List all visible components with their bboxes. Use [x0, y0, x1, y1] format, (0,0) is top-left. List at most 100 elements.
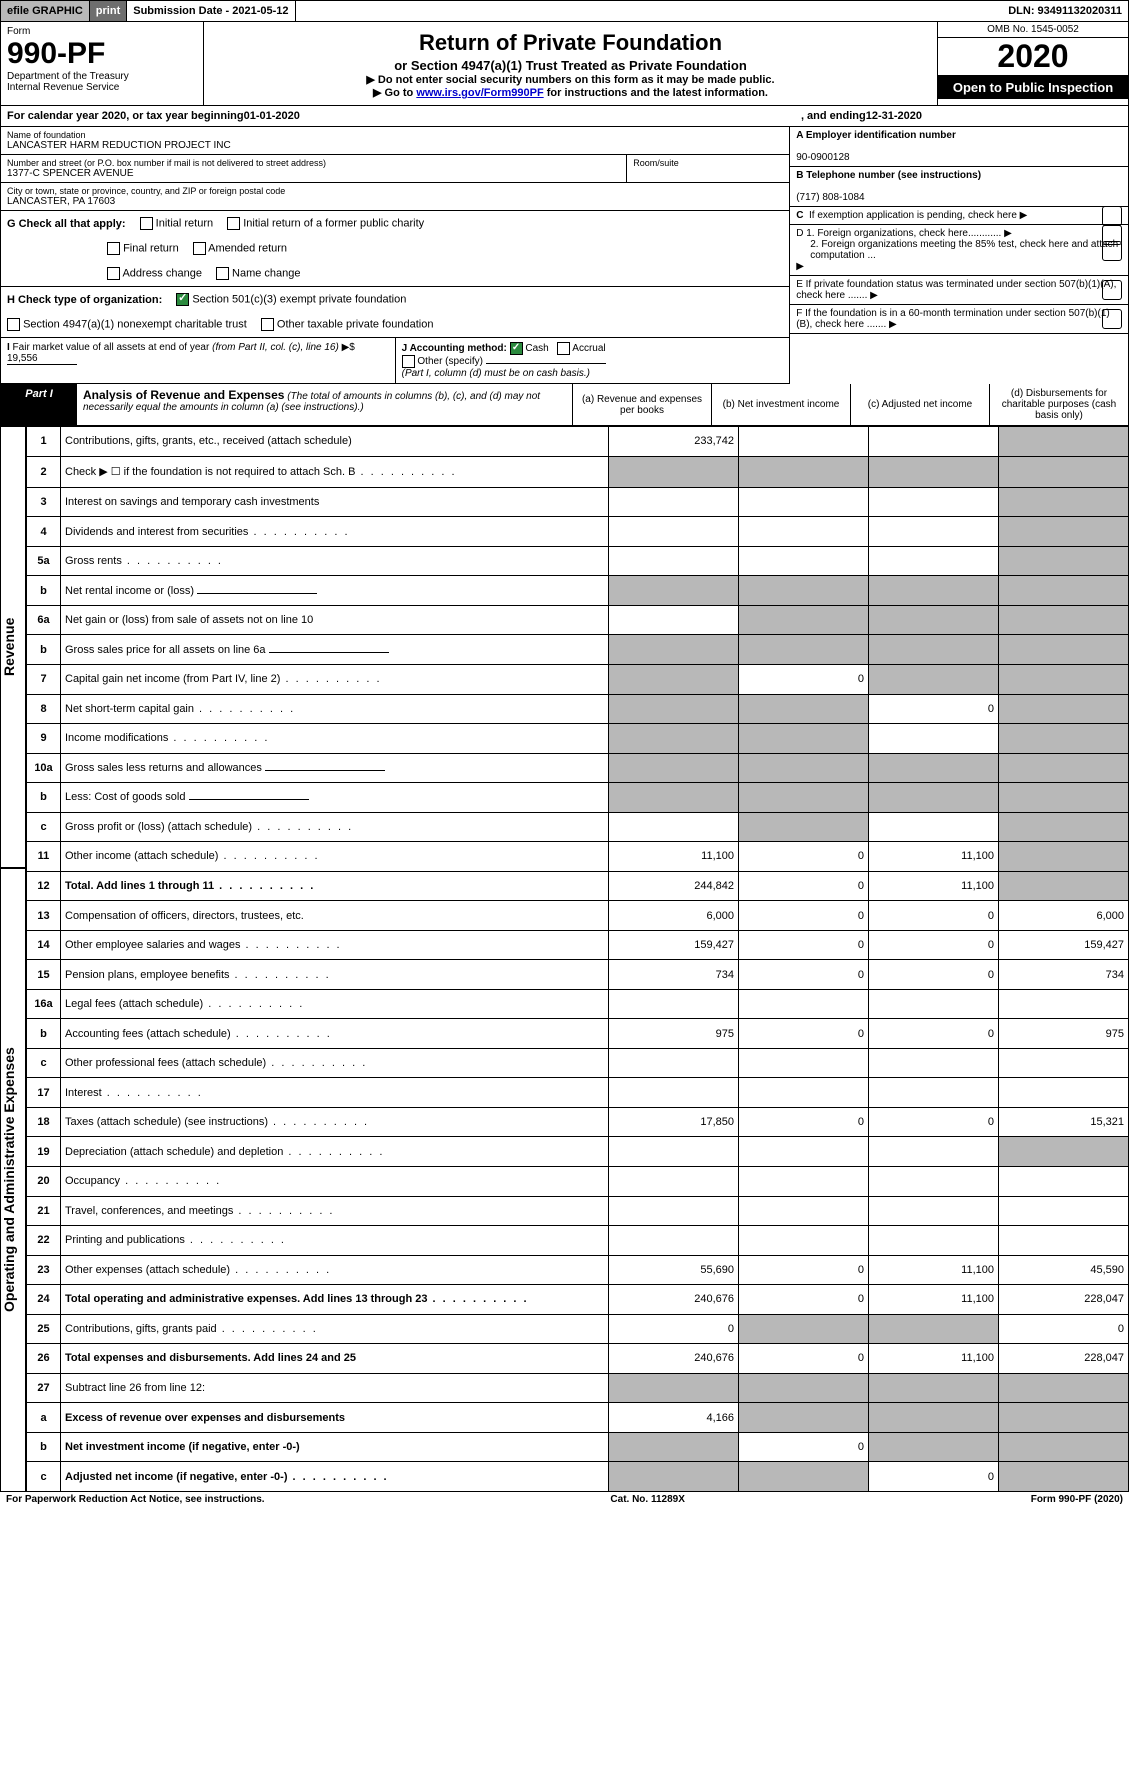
line-desc: Net gain or (loss) from sale of assets n… — [61, 605, 609, 635]
cell-c — [869, 1373, 999, 1403]
submission-date: Submission Date - 2021-05-12 — [127, 1, 295, 21]
print-button[interactable]: print — [90, 1, 127, 21]
analysis-table: 1Contributions, gifts, grants, etc., rec… — [26, 426, 1129, 1492]
cell-b — [739, 605, 869, 635]
cell-b — [739, 456, 869, 487]
line-number: 16a — [27, 989, 61, 1019]
cell-a: 240,676 — [609, 1285, 739, 1315]
line-number: 12 — [27, 871, 61, 901]
cb-other-method[interactable] — [402, 355, 415, 368]
cell-b — [739, 1167, 869, 1197]
table-row: 13Compensation of officers, directors, t… — [27, 901, 1129, 931]
cell-c — [869, 427, 999, 457]
cell-a: 159,427 — [609, 930, 739, 960]
cb-accrual[interactable] — [557, 342, 570, 355]
cell-b: 0 — [739, 1107, 869, 1137]
cb-address-change[interactable] — [107, 267, 120, 280]
cell-a — [609, 1167, 739, 1197]
cell-a: 11,100 — [609, 842, 739, 872]
cb-f[interactable] — [1102, 309, 1122, 329]
part1-desc: Analysis of Revenue and Expenses (The to… — [77, 384, 572, 425]
cb-4947[interactable] — [7, 318, 20, 331]
cb-initial-former[interactable] — [227, 217, 240, 230]
cell-a: 734 — [609, 960, 739, 990]
cell-b — [739, 783, 869, 813]
cb-501c3[interactable] — [176, 293, 189, 306]
line-number: 20 — [27, 1167, 61, 1197]
line-desc: Check ▶ ☐ if the foundation is not requi… — [61, 456, 609, 487]
table-row: 19Depreciation (attach schedule) and dep… — [27, 1137, 1129, 1167]
table-row: 1Contributions, gifts, grants, etc., rec… — [27, 427, 1129, 457]
line-desc: Total. Add lines 1 through 11 — [61, 871, 609, 901]
cell-a — [609, 1048, 739, 1078]
cell-a — [609, 1078, 739, 1108]
line-desc: Compensation of officers, directors, tru… — [61, 901, 609, 931]
line-desc: Legal fees (attach schedule) — [61, 989, 609, 1019]
table-row: 9Income modifications — [27, 724, 1129, 754]
table-row: 26Total expenses and disbursements. Add … — [27, 1344, 1129, 1374]
cell-d — [999, 456, 1129, 487]
table-row: aExcess of revenue over expenses and dis… — [27, 1403, 1129, 1433]
cell-a — [609, 576, 739, 606]
cell-c — [869, 546, 999, 576]
cb-other-taxable[interactable] — [261, 318, 274, 331]
street-address: 1377-C SPENCER AVENUE — [7, 168, 620, 179]
line-desc: Travel, conferences, and meetings — [61, 1196, 609, 1226]
table-row: 2Check ▶ ☐ if the foundation is not requ… — [27, 456, 1129, 487]
line-number: 7 — [27, 664, 61, 694]
cell-b: 0 — [739, 901, 869, 931]
c-pending-cell: C If exemption application is pending, c… — [790, 207, 1128, 225]
cell-c: 0 — [869, 930, 999, 960]
cell-b — [739, 1196, 869, 1226]
line-desc: Net short-term capital gain — [61, 694, 609, 724]
cell-d — [999, 724, 1129, 754]
line-number: 15 — [27, 960, 61, 990]
cell-c — [869, 517, 999, 547]
line-desc: Pension plans, employee benefits — [61, 960, 609, 990]
cb-amended[interactable] — [193, 242, 206, 255]
cb-initial-return[interactable] — [140, 217, 153, 230]
cell-a: 55,690 — [609, 1255, 739, 1285]
line-desc: Excess of revenue over expenses and disb… — [61, 1403, 609, 1433]
line-desc: Total expenses and disbursements. Add li… — [61, 1344, 609, 1374]
cell-d — [999, 427, 1129, 457]
cell-d — [999, 783, 1129, 813]
cell-a: 244,842 — [609, 871, 739, 901]
cell-d — [999, 1048, 1129, 1078]
irs-link[interactable]: www.irs.gov/Form990PF — [416, 87, 543, 99]
cell-a — [609, 664, 739, 694]
room-cell: Room/suite — [627, 155, 789, 183]
cell-b: 0 — [739, 842, 869, 872]
cb-final-return[interactable] — [107, 242, 120, 255]
open-public-badge: Open to Public Inspection — [938, 76, 1128, 99]
table-row: 16aLegal fees (attach schedule) — [27, 989, 1129, 1019]
revenue-label: Revenue — [0, 426, 26, 868]
line-number: 10a — [27, 753, 61, 783]
footer-form: Form 990-PF (2020) — [1031, 1494, 1123, 1505]
cell-d — [999, 635, 1129, 665]
cb-e[interactable] — [1102, 280, 1122, 300]
cb-c-pending[interactable] — [1102, 206, 1122, 226]
i-fmv: I Fair market value of all assets at end… — [1, 338, 396, 383]
cell-c — [869, 1432, 999, 1462]
part1-label: Part I — [1, 384, 77, 425]
dln-label: DLN: 93491132020311 — [1002, 1, 1128, 21]
cell-b — [739, 1078, 869, 1108]
table-row: 10aGross sales less returns and allowanc… — [27, 753, 1129, 783]
expenses-label: Operating and Administrative Expenses — [0, 868, 26, 1492]
line-number: c — [27, 1048, 61, 1078]
cb-cash[interactable] — [510, 342, 523, 355]
tax-year: 2020 — [938, 38, 1128, 76]
cell-b: 0 — [739, 1285, 869, 1315]
j-accounting: J Accounting method: Cash Accrual Other … — [396, 338, 790, 383]
i-j-row: I Fair market value of all assets at end… — [1, 338, 789, 384]
top-bar: efile GRAPHIC print Submission Date - 20… — [0, 0, 1129, 22]
cell-d: 159,427 — [999, 930, 1129, 960]
cb-d2[interactable] — [1102, 241, 1122, 261]
cell-b — [739, 724, 869, 754]
cell-a — [609, 724, 739, 754]
cell-c — [869, 1403, 999, 1433]
cb-name-change[interactable] — [216, 267, 229, 280]
cell-a — [609, 487, 739, 517]
table-row: bLess: Cost of goods sold — [27, 783, 1129, 813]
